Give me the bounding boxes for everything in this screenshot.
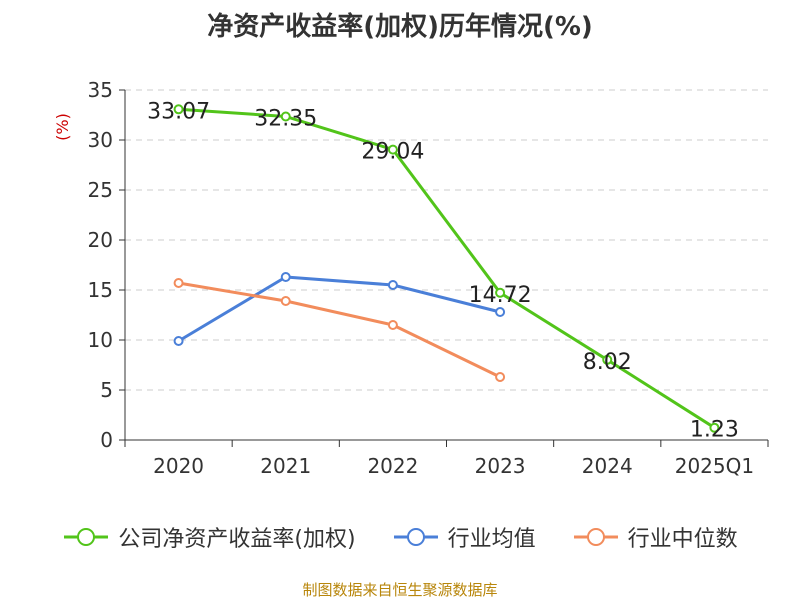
data-labels: 33.07 32.35 29.04 14.72 8.02 1.23 — [147, 99, 739, 442]
series-line-2 — [178, 281, 501, 379]
data-point — [602, 354, 613, 365]
data-label: 33.07 — [147, 99, 210, 124]
data-label: 8.02 — [583, 350, 632, 375]
y-tick-label: 25 — [88, 178, 113, 202]
data-point — [387, 144, 398, 155]
data-point — [280, 296, 291, 306]
data-point — [387, 280, 398, 290]
data-point — [495, 372, 506, 382]
legend-item[interactable]: 行业均值 — [392, 521, 536, 553]
axes: 0 5 10 15 20 25 30 35 2020 2021 2022 2023 2024 2025Q1… — [53, 78, 769, 478]
chart-title: 净资产收益率(加权)历年情况(%) — [207, 12, 593, 42]
x-tick-label: 2020 — [153, 454, 204, 478]
x-tick-label: 2021 — [260, 454, 311, 478]
grid-lines — [125, 89, 768, 391]
data-point — [173, 104, 184, 115]
series-lines — [173, 104, 720, 433]
series-line-0 — [178, 107, 716, 429]
data-point — [280, 111, 291, 122]
y-tick-label: 30 — [88, 128, 113, 152]
x-tick-label: 2024 — [582, 454, 633, 478]
data-point — [280, 272, 291, 282]
legend-item[interactable]: 行业中位数 — [572, 521, 738, 553]
y-tick-label: 35 — [88, 78, 113, 102]
data-point — [495, 287, 506, 298]
legend-item[interactable]: 公司净资产收益率(加权) — [62, 521, 356, 553]
data-point — [173, 336, 184, 346]
data-label: 29.04 — [361, 140, 424, 165]
series-line-1 — [177, 275, 501, 343]
data-point — [709, 422, 720, 433]
data-point — [495, 307, 506, 317]
legend-marker-icon — [64, 528, 109, 546]
x-tick-label: 2025Q1 — [675, 454, 754, 478]
y-tick-label: 15 — [88, 278, 113, 302]
legend-marker-icon — [393, 528, 438, 546]
data-label: 32.35 — [254, 107, 317, 132]
x-tick-label: 2023 — [475, 454, 526, 478]
x-tick-label: 2022 — [367, 454, 418, 478]
y-tick-label: 0 — [100, 428, 113, 452]
data-label: 14.72 — [469, 283, 532, 308]
y-tick-label: 10 — [88, 328, 113, 352]
legend-label: 公司净资产收益率(加权) — [118, 527, 356, 552]
data-label: 1.23 — [690, 418, 739, 443]
legend-marker-icon — [573, 528, 618, 546]
data-point — [173, 278, 184, 288]
legend: 公司净资产收益率(加权) 行业均值 行业中位数 — [0, 520, 800, 554]
y-axis-label: (%) — [53, 113, 72, 141]
legend-label: 行业中位数 — [627, 527, 738, 552]
y-tick-label: 5 — [100, 378, 113, 402]
source-note: 制图数据来自恒生聚源数据库 — [302, 581, 498, 599]
legend-label: 行业均值 — [447, 527, 536, 552]
data-point — [387, 320, 398, 330]
y-tick-label: 20 — [88, 228, 113, 252]
